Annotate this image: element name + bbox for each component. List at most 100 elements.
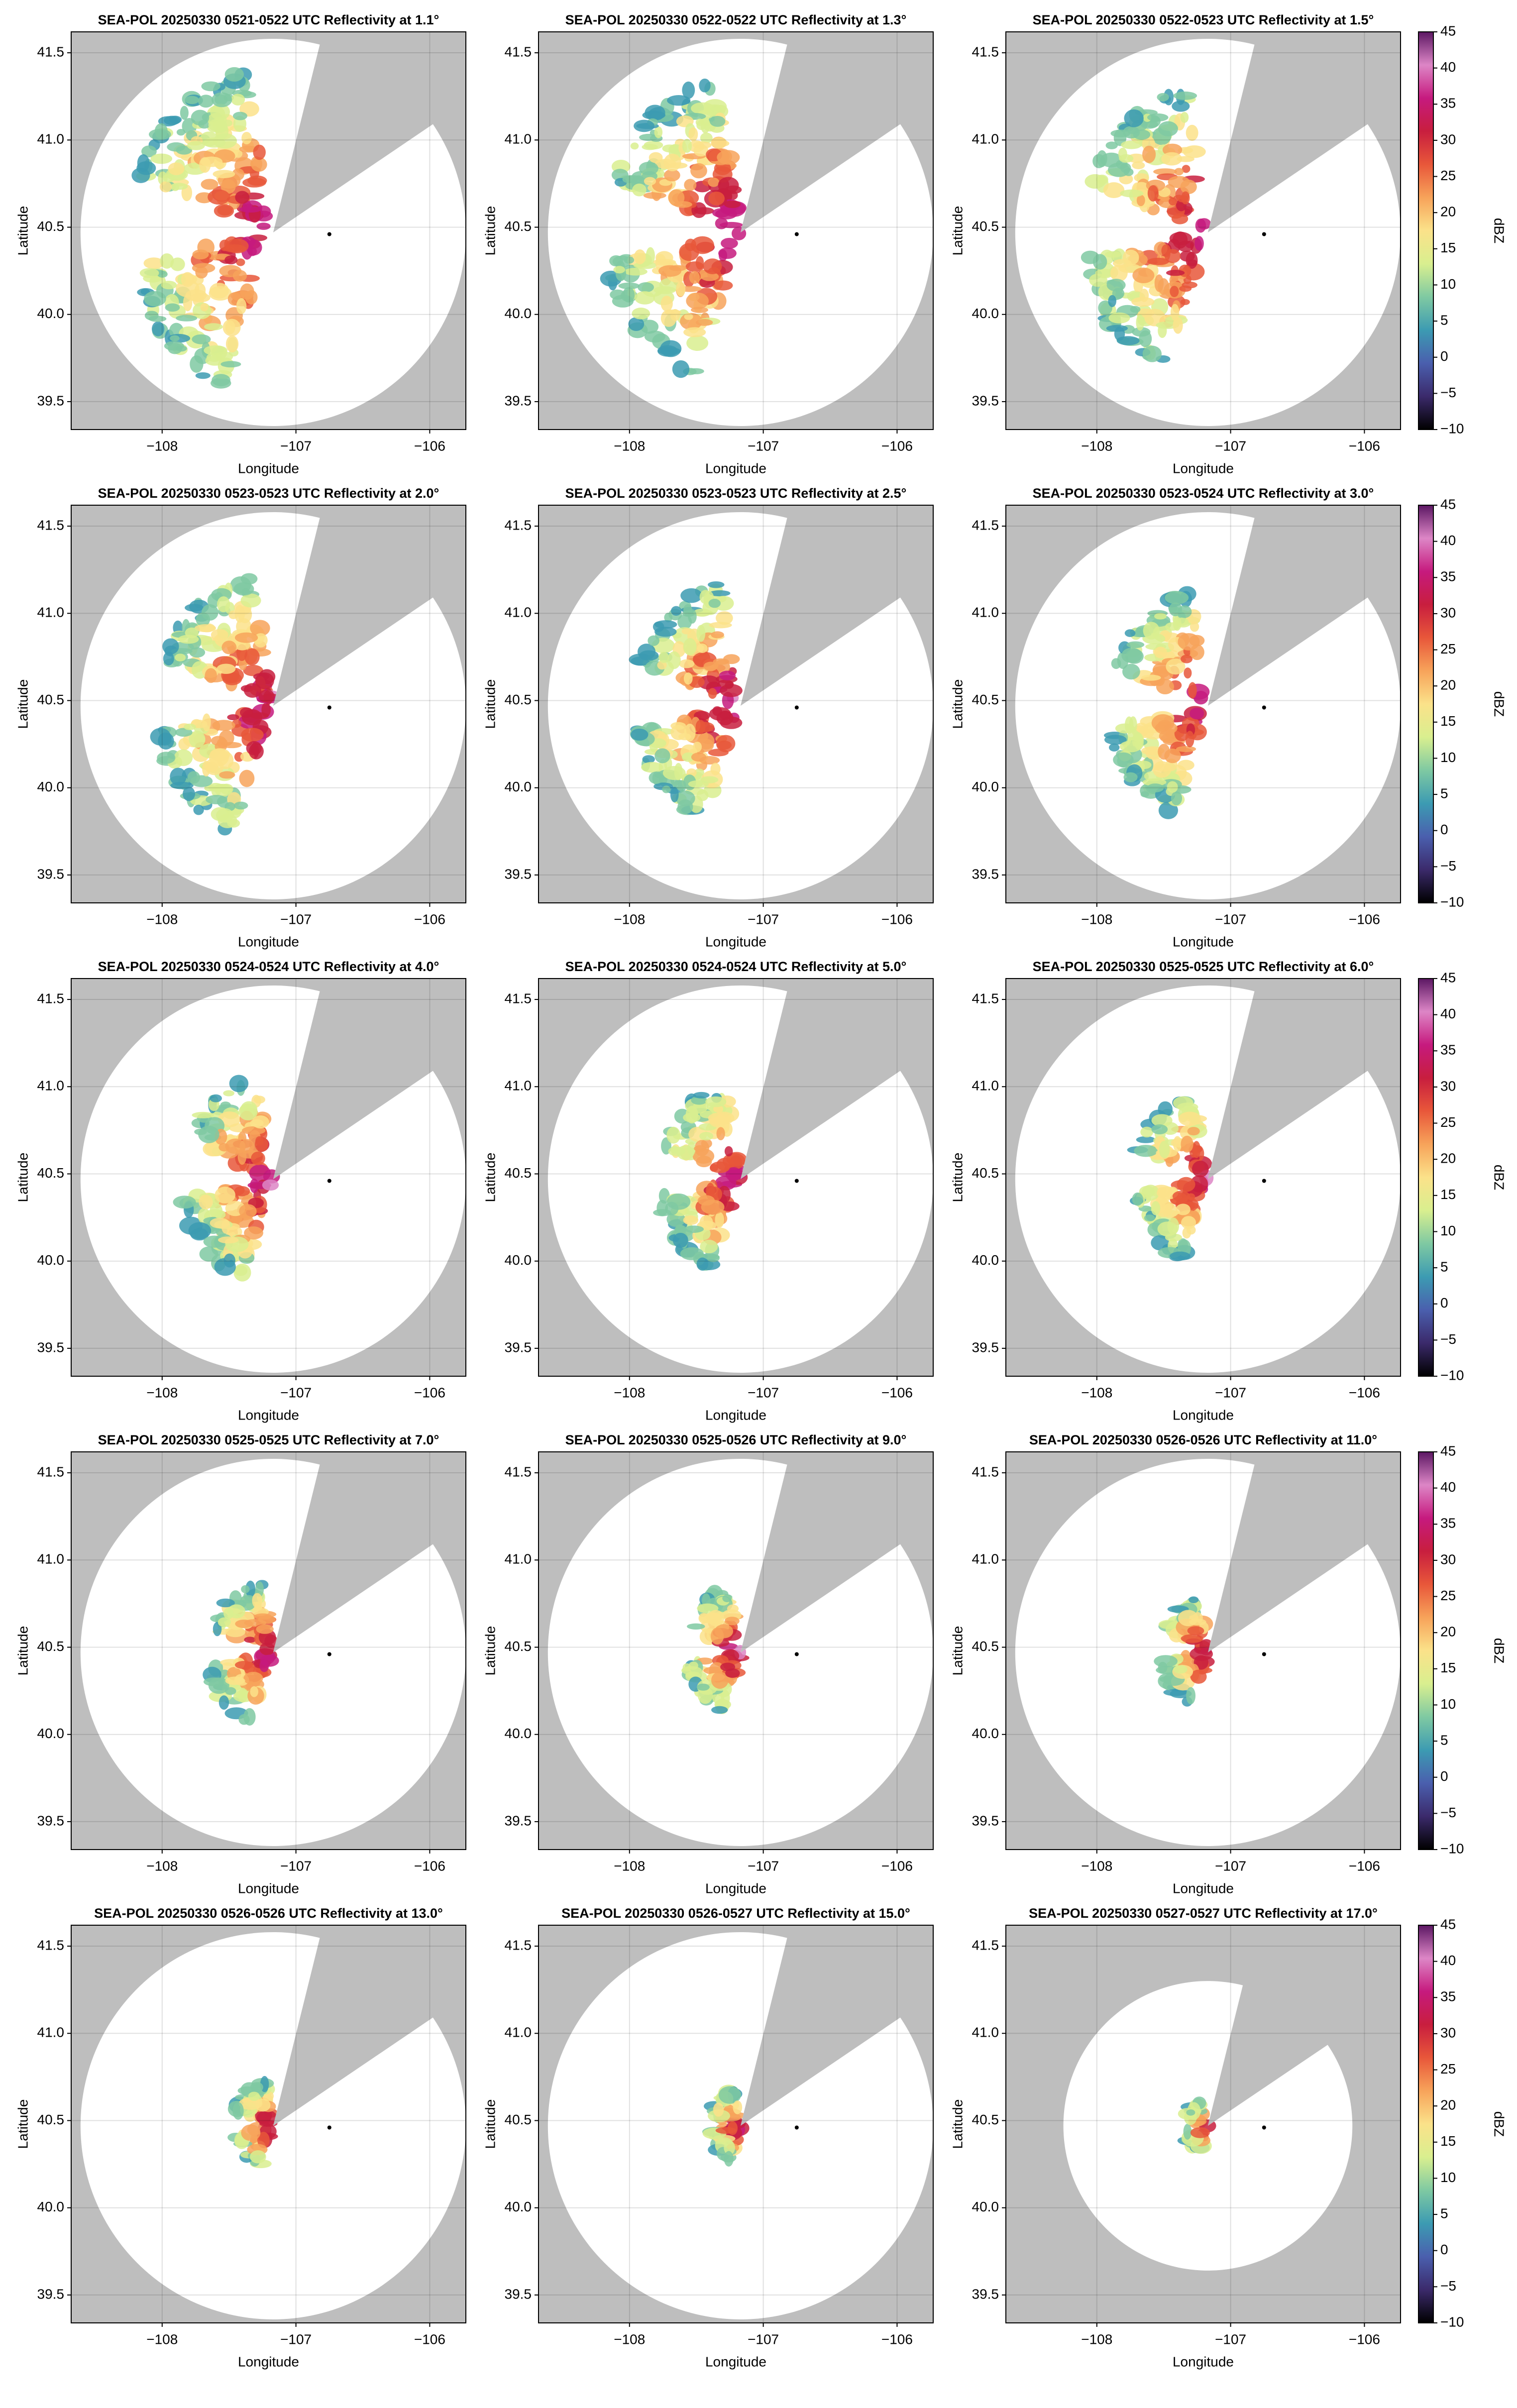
echo [1181, 1216, 1196, 1229]
echo [713, 2102, 724, 2117]
echo [709, 590, 731, 597]
echo [1131, 297, 1155, 307]
x-tick-label: −108 [146, 911, 178, 927]
echo [724, 190, 738, 201]
echo [243, 1671, 263, 1685]
x-axis-label: Longitude [238, 2354, 299, 2369]
echo [1176, 746, 1196, 753]
echo [150, 153, 173, 164]
y-tick-label: 41.0 [37, 1551, 65, 1567]
echo [644, 177, 656, 186]
echo [252, 1115, 269, 1129]
colorbar-tick-label: 0 [1440, 822, 1448, 837]
echo [220, 361, 241, 368]
y-tick-label: 39.5 [972, 1813, 999, 1828]
axes-frame [1005, 1451, 1401, 1850]
colorbar-tick-label: 5 [1440, 312, 1448, 328]
site-marker [1262, 1652, 1266, 1656]
x-tick-label: −106 [881, 1385, 913, 1400]
echo [1177, 1177, 1195, 1192]
y-tick-label: 41.0 [972, 131, 999, 147]
x-tick-label: −108 [146, 438, 178, 453]
echo [664, 612, 673, 623]
echo [1105, 141, 1118, 149]
echo [239, 769, 255, 787]
echo [175, 728, 193, 737]
colorbar-tick-label: 15 [1440, 713, 1456, 729]
x-tick-label: −108 [1081, 1858, 1112, 1873]
echo [1169, 198, 1178, 206]
echo [144, 291, 166, 307]
axes-frame [1005, 505, 1401, 903]
echo [639, 650, 659, 661]
colorbar [1418, 1451, 1434, 1850]
y-tick-label: 40.5 [505, 1639, 532, 1654]
echo [1168, 176, 1190, 188]
echo [642, 144, 658, 150]
echo [644, 330, 665, 343]
echo [624, 256, 635, 264]
axes-frame [71, 31, 466, 430]
colorbar-tick-label: 40 [1440, 533, 1456, 548]
panel: −108 −107 −106 39.5 40.0 40.5 41.0 41.5 SEA-POL … [950, 12, 1507, 476]
x-tick-label: −107 [1215, 1385, 1246, 1400]
echo [724, 2151, 734, 2167]
site-marker [1262, 705, 1266, 710]
echo [708, 177, 720, 187]
y-tick-label: 39.5 [505, 2286, 532, 2301]
echo-field [1177, 2096, 1216, 2154]
echo [1182, 281, 1197, 289]
echo [1112, 288, 1125, 299]
echo [1119, 154, 1134, 163]
x-tick-label: −108 [1081, 911, 1112, 927]
echo [163, 652, 174, 665]
y-tick-label: 40.5 [37, 1639, 65, 1654]
echo [1178, 240, 1194, 252]
echo [1190, 1669, 1207, 1684]
echo [223, 1090, 234, 1096]
echo [641, 762, 663, 773]
y-tick-label: 41.0 [505, 1078, 532, 1094]
echo [1151, 1235, 1170, 1251]
echo [1132, 161, 1145, 170]
echo [697, 644, 708, 653]
echo [1181, 191, 1190, 205]
echo [708, 191, 725, 206]
y-tick-label: 41.5 [37, 990, 65, 1006]
echo [1154, 613, 1167, 620]
echo [679, 659, 695, 668]
echo [1197, 218, 1211, 230]
colorbar-tick-label: −10 [1440, 421, 1464, 436]
x-tick-label: −108 [614, 1385, 645, 1400]
panel: −108 −107 −106 39.5 40.0 40.5 41.0 41.5 SEA-POL … [15, 12, 466, 476]
x-tick-label: −106 [414, 911, 445, 927]
echo [1192, 1160, 1209, 1178]
echo-field [702, 2084, 750, 2167]
echo [682, 81, 695, 99]
echo [724, 2140, 735, 2155]
colorbar-label: dBZ [1492, 2111, 1507, 2137]
y-tick-label: 40.5 [972, 1165, 999, 1181]
echo [684, 1225, 704, 1233]
colorbar-tick-label: −5 [1440, 1331, 1456, 1347]
echo [161, 281, 177, 290]
chart-title: SEA-POL 20250330 0526-0526 UTC Reflectiv… [94, 1906, 443, 1921]
echo [1173, 1136, 1182, 1152]
y-axis-label: Latitude [950, 206, 965, 256]
site-marker [794, 232, 799, 236]
echo [157, 752, 176, 764]
y-axis-label: Latitude [482, 1153, 498, 1203]
echo [178, 635, 199, 644]
y-axis-label: Latitude [15, 206, 30, 256]
echo [190, 355, 204, 373]
site-marker [1262, 232, 1266, 236]
echo [225, 238, 249, 253]
echo [235, 1619, 253, 1629]
echo [1139, 289, 1149, 302]
echo [697, 1686, 713, 1704]
colorbar-tick-label: 10 [1440, 2170, 1456, 2185]
axes-frame [538, 978, 934, 1377]
axes-frame [538, 505, 934, 903]
panel: −108 −107 −106 39.5 40.0 40.5 41.0 41.5 SEA-POL … [482, 959, 934, 1423]
